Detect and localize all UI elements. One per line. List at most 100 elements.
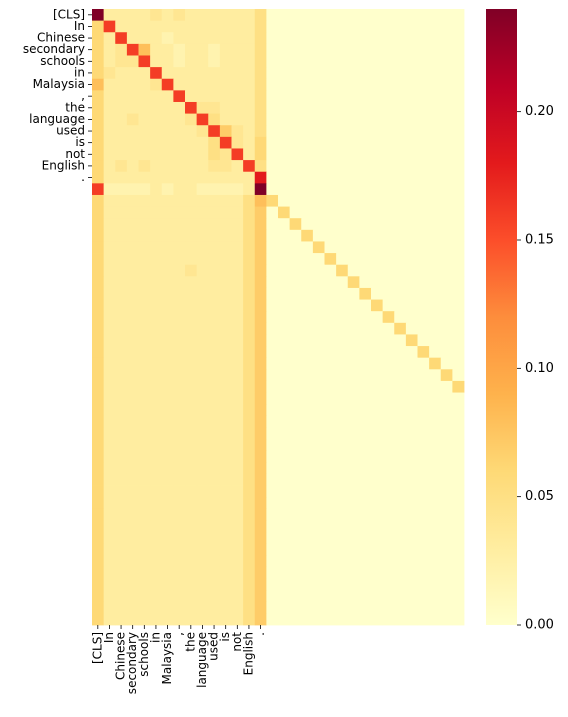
heatmap-cell (429, 369, 442, 382)
heatmap-cell (185, 555, 198, 568)
heatmap-cell (115, 55, 128, 68)
heatmap-cell (185, 125, 198, 138)
heatmap-cell (92, 101, 105, 114)
x-tick-label: In (102, 632, 116, 643)
heatmap-cell (312, 566, 325, 579)
heatmap-cell (440, 43, 453, 56)
heatmap-cell (266, 136, 279, 149)
heatmap-cell (301, 508, 314, 521)
heatmap-cell (254, 55, 267, 68)
heatmap-cell (394, 264, 407, 277)
heatmap-cell (103, 264, 116, 277)
heatmap-cell (359, 90, 372, 103)
heatmap-cell (405, 450, 418, 463)
heatmap-cell (324, 473, 337, 486)
heatmap-cell (138, 392, 151, 405)
heatmap-cell (266, 287, 279, 300)
heatmap-cell (254, 20, 267, 33)
heatmap-cell (219, 9, 232, 22)
heatmap-cell (289, 287, 302, 300)
heatmap-cell (126, 101, 139, 114)
heatmap-cell (103, 101, 116, 114)
heatmap-cell (219, 566, 232, 579)
heatmap-cell (394, 415, 407, 428)
heatmap-cell (417, 369, 430, 382)
heatmap-cell (452, 101, 465, 114)
heatmap-cell (126, 206, 139, 219)
heatmap-cell (126, 497, 139, 510)
heatmap-cell (254, 532, 267, 545)
heatmap-cell (173, 346, 186, 359)
heatmap-cell (231, 90, 244, 103)
heatmap-cell (278, 462, 291, 475)
heatmap-cell (126, 113, 139, 126)
heatmap-cell (312, 183, 325, 196)
heatmap-cell (115, 78, 128, 91)
heatmap-cell (161, 590, 174, 603)
heatmap-cell (126, 543, 139, 556)
heatmap-cell (278, 218, 291, 231)
heatmap-cell (254, 253, 267, 266)
heatmap-cell (126, 241, 139, 254)
heatmap-cell (440, 520, 453, 533)
heatmap-cell (301, 43, 314, 56)
heatmap-cell (324, 578, 337, 591)
heatmap-cell (289, 392, 302, 405)
heatmap-cell (289, 578, 302, 591)
heatmap-cell (405, 218, 418, 231)
heatmap-cell (417, 113, 430, 126)
heatmap-cell (243, 590, 256, 603)
heatmap-cell (394, 136, 407, 149)
heatmap-cell (336, 78, 349, 91)
heatmap-cell (103, 43, 116, 56)
heatmap-cell (312, 148, 325, 161)
heatmap-cell (208, 334, 221, 347)
heatmap-cell (417, 287, 430, 300)
heatmap-cell (336, 32, 349, 45)
heatmap-cell (92, 497, 105, 510)
heatmap-cell (150, 543, 163, 556)
heatmap-cell (92, 287, 105, 300)
heatmap-cell (394, 427, 407, 440)
heatmap-cell (371, 136, 384, 149)
heatmap-cell (115, 427, 128, 440)
heatmap-cell (382, 229, 395, 242)
heatmap-cell (219, 415, 232, 428)
heatmap-cell (92, 532, 105, 545)
heatmap-cell (185, 613, 198, 626)
heatmap-cell (312, 590, 325, 603)
heatmap-cell (126, 90, 139, 103)
y-tick-label: English (42, 158, 85, 172)
heatmap-cell (347, 590, 360, 603)
heatmap-cell (231, 520, 244, 533)
heatmap-cell (347, 113, 360, 126)
heatmap-cell (347, 601, 360, 614)
heatmap-cell (92, 160, 105, 173)
heatmap-cell (278, 206, 291, 219)
heatmap-cell (394, 532, 407, 545)
heatmap-cell (417, 218, 430, 231)
heatmap-cell (92, 136, 105, 149)
heatmap-cell (359, 311, 372, 324)
heatmap-cell (440, 566, 453, 579)
heatmap-cell (254, 543, 267, 556)
heatmap-cell (324, 43, 337, 56)
heatmap-cell (150, 276, 163, 289)
heatmap-cell (336, 369, 349, 382)
heatmap-cell (371, 450, 384, 463)
heatmap-cell (254, 462, 267, 475)
heatmap-cell (371, 415, 384, 428)
heatmap-cell (266, 473, 279, 486)
heatmap-cell (336, 287, 349, 300)
heatmap-cell (150, 473, 163, 486)
heatmap-cell (382, 218, 395, 231)
heatmap-cell (173, 427, 186, 440)
heatmap-cell (417, 229, 430, 242)
heatmap-cell (185, 113, 198, 126)
heatmap-cell (336, 590, 349, 603)
heatmap-cell (429, 136, 442, 149)
heatmap-cell (161, 276, 174, 289)
heatmap-cell (382, 404, 395, 417)
heatmap-cell (254, 299, 267, 312)
heatmap-cell (219, 287, 232, 300)
